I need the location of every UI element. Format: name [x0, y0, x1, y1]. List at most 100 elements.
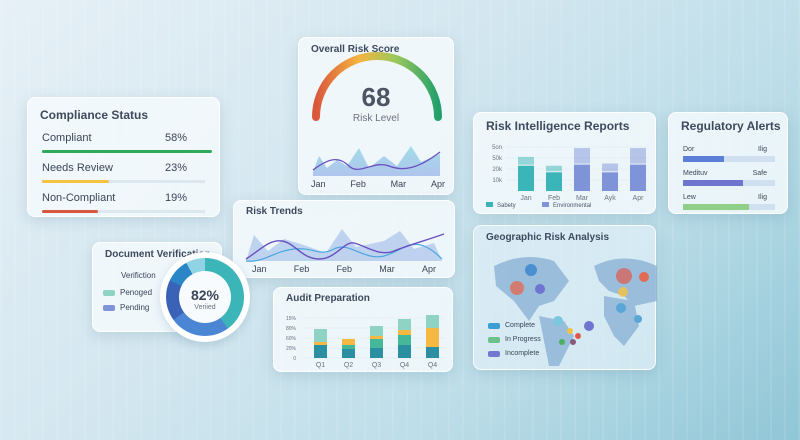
- legend-item: Complete: [488, 322, 535, 329]
- x-tick-label: Q4: [400, 362, 409, 369]
- world-map: [494, 257, 657, 366]
- audit-preparation-chart: 0 20% 60% 80% 15% Q1 Q2 Q3 Q4 Q4: [286, 315, 444, 369]
- month-label: Feb: [336, 264, 353, 274]
- risk-intelligence-chart: 10k 20k 50k 5on Jan Feb Mar Ayk Apr Sabety Environ…: [486, 145, 649, 209]
- bar-segment: [342, 345, 355, 349]
- status-percent: 23%: [164, 162, 187, 174]
- bar-safety: [518, 165, 534, 191]
- geographic-risk-card: Geographic Risk Analysis Complete In Prog…: [473, 225, 657, 370]
- bar-environmental: [602, 172, 618, 191]
- verified-label: Veriied: [194, 304, 216, 311]
- area-series: [313, 146, 440, 176]
- bar-segment: [398, 335, 411, 345]
- card-title: Risk Intelligence Reports: [486, 119, 630, 133]
- bar-environmental: [630, 164, 646, 191]
- status-label: Needs Review: [42, 162, 113, 174]
- bar-upper: [546, 165, 562, 172]
- bar-safety: [546, 172, 562, 191]
- bar-segment: [314, 329, 327, 342]
- legend-label: Environmental: [553, 203, 591, 209]
- status-label: Non-Compliant: [42, 192, 116, 204]
- bar-segment: [342, 339, 355, 345]
- bar-segment: [398, 330, 411, 335]
- card-title: Compliance Status: [40, 108, 149, 122]
- alert-bar: [683, 180, 743, 186]
- compliance-row: Needs Review 23%: [42, 162, 205, 183]
- card-title: Overall Risk Score: [311, 44, 400, 55]
- bar-segment: [398, 345, 411, 358]
- x-tick-label: Ayk: [604, 195, 616, 202]
- compliance-row: Non-Compliant 19%: [42, 192, 205, 213]
- risk-markers: [510, 264, 649, 345]
- status-percent: 58%: [164, 132, 187, 144]
- alert-bar: [683, 156, 725, 162]
- legend-swatch: [486, 202, 493, 207]
- alert-left-label: Dor: [683, 146, 695, 153]
- month-label: Feb: [293, 264, 310, 274]
- alert-right-label: Safe: [752, 170, 767, 177]
- line-series: [245, 233, 445, 260]
- bar-environmental: [574, 164, 590, 191]
- risk-score-value: 68: [361, 82, 391, 112]
- x-tick-label: Q2: [344, 362, 353, 369]
- y-tick-label: 5on: [492, 145, 502, 151]
- bar-upper: [602, 163, 618, 172]
- bar-segment: [314, 342, 327, 345]
- status-bar: [42, 150, 213, 153]
- risk-trends-chart: [245, 229, 445, 262]
- x-tick-label: Mar: [576, 195, 589, 202]
- bar-segment: [342, 349, 355, 358]
- bar-segment: [426, 328, 439, 347]
- x-tick-label: Q3: [372, 362, 381, 369]
- card-title: Document Verification: [105, 249, 211, 260]
- bar-segment: [426, 315, 439, 328]
- y-tick-label: 0: [293, 356, 296, 362]
- month-label: Mar: [390, 179, 407, 189]
- alert-row: Lew Ilig: [683, 194, 775, 210]
- card-title: Regulatory Alerts: [681, 119, 781, 133]
- month-label: Feb: [350, 179, 366, 189]
- y-tick-label: 60%: [286, 336, 297, 342]
- status-bar: [42, 180, 110, 183]
- alert-right-label: Ilig: [758, 146, 767, 153]
- overall-risk-score-card: Overall Risk Score 68 Risk Level Jan Feb M…: [298, 37, 454, 195]
- alert-left-label: Medituv: [683, 170, 708, 177]
- month-label: Apr: [430, 179, 445, 189]
- status-percent: 19%: [164, 192, 187, 204]
- legend-item: Incomplete: [488, 350, 539, 357]
- alert-left-label: Lew: [683, 194, 696, 201]
- compliance-row: Compliant 58%: [42, 132, 213, 153]
- bar-segment: [398, 319, 411, 330]
- risk-trends-card: Risk Trends Jan Feb Feb Mar Apr: [233, 200, 455, 278]
- alert-bar: [683, 204, 750, 210]
- bar-segment: [370, 339, 383, 348]
- gauge-arc: [312, 52, 442, 121]
- month-label: Apr: [421, 264, 436, 274]
- x-tick-label: Feb: [548, 195, 560, 202]
- bar-segment: [370, 348, 383, 358]
- x-tick-label: Q1: [316, 362, 325, 369]
- y-tick-label: 80%: [286, 326, 297, 332]
- y-tick-label: 20%: [286, 346, 297, 352]
- y-tick-label: 20k: [492, 167, 503, 173]
- card-title: Geographic Risk Analysis: [486, 232, 610, 243]
- bar-upper: [630, 148, 646, 164]
- risk-gauge: [312, 52, 442, 176]
- alert-right-label: Ilig: [758, 194, 767, 201]
- x-tick-label: Apr: [633, 195, 645, 202]
- legend-item: Pending: [103, 303, 149, 312]
- y-tick-label: 50k: [492, 156, 503, 162]
- risk-intelligence-card: Risk Intelligence Reports 10k 20k 50k 5on Ja…: [473, 112, 656, 214]
- y-tick-label: 15%: [286, 316, 297, 322]
- bar-segment: [426, 347, 439, 358]
- regulatory-alerts-card: Regulatory Alerts Dor Ilig Medituv Safe Lew I…: [668, 112, 788, 214]
- month-label: Mar: [379, 264, 395, 274]
- verified-percent: 82%: [190, 287, 220, 303]
- audit-preparation-card: Audit Preparation 0 20% 60% 80% 15% Q1 Q2 Q3 Q4 Q…: [273, 287, 453, 372]
- card-title: Risk Trends: [246, 206, 303, 217]
- legend-label: Sabety: [497, 203, 516, 209]
- x-tick-label: Jan: [520, 195, 531, 202]
- bar-segment: [370, 336, 383, 339]
- legend-item: Penoged: [103, 288, 152, 297]
- y-tick-label: 10k: [492, 178, 503, 184]
